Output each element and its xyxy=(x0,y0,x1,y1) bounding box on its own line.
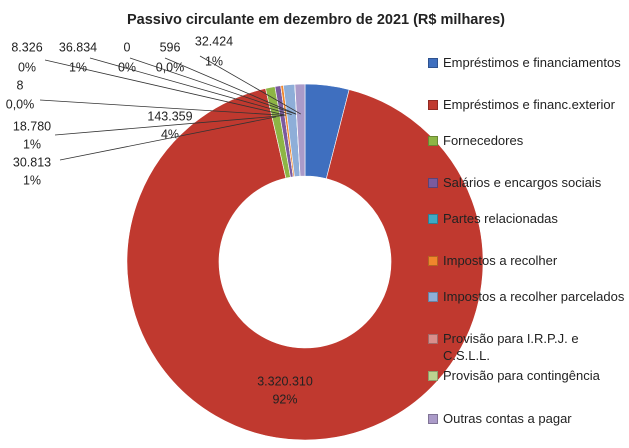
percent-label: 1% xyxy=(23,173,41,187)
legend-item: Salários e encargos sociais xyxy=(428,174,628,191)
data-label: 8 xyxy=(17,78,24,92)
legend-label: Impostos a recolher xyxy=(443,253,558,268)
legend-item: Provisão para I.R.P.J. e C.S.L.L. xyxy=(428,330,628,364)
legend-label: Partes relacionadas xyxy=(443,211,558,226)
percent-label: 0,0% xyxy=(156,60,185,74)
legend-swatch xyxy=(428,58,438,68)
percent-label: 0% xyxy=(18,60,36,74)
percent-label: 92% xyxy=(272,392,297,406)
leader-line xyxy=(59,116,277,161)
legend-swatch xyxy=(428,214,438,224)
legend-item: Provisão para contingência xyxy=(428,367,628,384)
legend-item: Empréstimos e financiamentos xyxy=(428,54,628,71)
data-label: 36.834 xyxy=(59,40,97,54)
percent-label: 1% xyxy=(69,60,87,74)
legend-swatch xyxy=(428,414,438,424)
legend-label: Provisão para contingência xyxy=(443,368,600,383)
legend-item: Empréstimos e financ.exterior xyxy=(428,96,628,113)
legend-swatch xyxy=(428,334,438,344)
legend-item: Impostos a recolher parcelados xyxy=(428,288,628,305)
legend-label: Salários e encargos sociais xyxy=(443,175,602,190)
donut-slice xyxy=(294,83,306,177)
percent-label: 4% xyxy=(161,127,179,141)
legend-swatch xyxy=(428,256,438,266)
data-label: 0 xyxy=(124,40,131,54)
legend-item: Partes relacionadas xyxy=(428,210,628,227)
legend-item: Outras contas a pagar xyxy=(428,410,628,427)
chart-title: Passivo circulante em dezembro de 2021 (… xyxy=(127,12,505,28)
donut-slice xyxy=(126,88,484,441)
data-label: 3.320.310 xyxy=(257,374,313,388)
leader-line xyxy=(199,55,302,115)
leader-line xyxy=(39,99,285,116)
legend-label: Impostos a recolher parcelados xyxy=(443,289,625,304)
percent-label: 1% xyxy=(205,54,223,68)
percent-label: 1% xyxy=(23,137,41,151)
legend-swatch xyxy=(428,100,438,110)
leader-line xyxy=(89,57,292,115)
legend-label: Provisão para I.R.P.J. e C.S.L.L. xyxy=(443,331,579,363)
data-label: 143.359 xyxy=(147,109,192,123)
legend-label: Fornecedores xyxy=(443,133,524,148)
legend-swatch xyxy=(428,136,438,146)
leader-line xyxy=(129,57,297,115)
legend-swatch xyxy=(428,292,438,302)
legend-label: Outras contas a pagar xyxy=(443,411,572,426)
data-label: 596 xyxy=(160,40,181,54)
legend-swatch xyxy=(428,371,438,381)
legend-swatch xyxy=(428,178,438,188)
leader-line xyxy=(164,57,297,115)
data-label: 18.780 xyxy=(13,119,51,133)
percent-label: 0,0% xyxy=(6,97,35,111)
percent-label: 0% xyxy=(118,60,136,74)
legend-label: Empréstimos e financ.exterior xyxy=(443,97,615,112)
leader-line xyxy=(44,59,286,116)
leader-line xyxy=(54,115,283,136)
data-label: 8.326 xyxy=(11,40,42,54)
data-label: 30.813 xyxy=(13,155,51,169)
data-label: 32.424 xyxy=(195,34,233,48)
legend-item: Impostos a recolher xyxy=(428,252,628,269)
legend-item: Fornecedores xyxy=(428,132,628,149)
legend-label: Empréstimos e financiamentos xyxy=(443,55,621,70)
